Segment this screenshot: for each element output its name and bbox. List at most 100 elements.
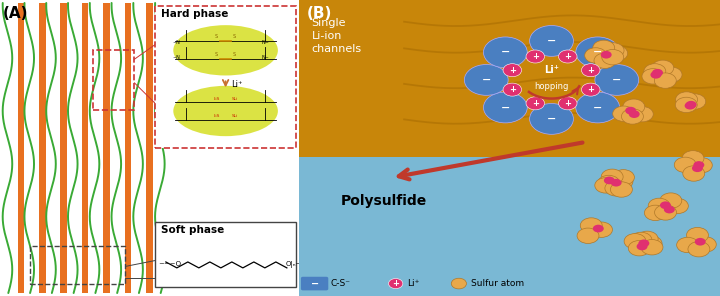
Text: Sulfur atom: Sulfur atom (471, 279, 523, 288)
Text: +: + (564, 99, 571, 108)
Circle shape (640, 236, 662, 251)
Circle shape (660, 67, 682, 82)
Circle shape (693, 161, 704, 169)
Circle shape (503, 83, 521, 96)
Circle shape (690, 157, 712, 173)
Circle shape (526, 97, 544, 110)
Circle shape (624, 234, 646, 249)
Text: +: + (588, 85, 594, 94)
Text: S: S (215, 52, 218, 57)
Text: SLi: SLi (231, 114, 238, 118)
Text: −: − (546, 114, 557, 124)
Circle shape (629, 241, 650, 256)
Circle shape (688, 242, 710, 257)
Circle shape (675, 97, 697, 112)
Circle shape (559, 50, 577, 63)
Text: Li⁺: Li⁺ (408, 279, 420, 288)
Text: ~N: ~N (172, 55, 180, 60)
Text: S: S (233, 34, 236, 39)
Circle shape (613, 170, 634, 185)
Circle shape (650, 71, 662, 79)
Circle shape (576, 37, 620, 68)
Circle shape (625, 107, 636, 115)
Text: +: + (564, 52, 571, 61)
Bar (39, 3, 45, 293)
Text: S: S (215, 34, 218, 39)
Circle shape (602, 49, 624, 65)
Text: −: − (500, 47, 510, 57)
Circle shape (629, 110, 639, 118)
Circle shape (451, 278, 467, 289)
Circle shape (580, 218, 602, 233)
Circle shape (685, 102, 696, 110)
Circle shape (621, 109, 644, 124)
Text: −: − (593, 102, 603, 112)
Circle shape (667, 198, 688, 214)
Circle shape (483, 37, 527, 68)
Circle shape (577, 228, 599, 243)
Text: LiS: LiS (213, 114, 220, 118)
Circle shape (611, 182, 632, 197)
Bar (299, 157, 720, 296)
Text: Li⁺: Li⁺ (232, 80, 243, 89)
Circle shape (611, 179, 621, 186)
Circle shape (593, 40, 615, 56)
Circle shape (654, 205, 677, 220)
Circle shape (631, 107, 653, 122)
Bar (299, 0, 720, 157)
Circle shape (530, 25, 573, 56)
Text: ~~~O: ~~~O (158, 261, 181, 267)
Bar (60, 3, 67, 293)
Circle shape (526, 50, 544, 63)
Text: S: S (233, 52, 236, 57)
Text: LiS: LiS (213, 96, 220, 101)
Text: C-S⁻: C-S⁻ (330, 279, 351, 288)
Circle shape (685, 101, 697, 109)
Text: ~N: ~N (172, 41, 180, 45)
Text: Polysulfide: Polysulfide (341, 194, 427, 208)
Bar (156, 222, 296, 287)
Circle shape (652, 60, 674, 75)
Text: −: − (482, 75, 491, 85)
Circle shape (585, 48, 606, 63)
Circle shape (623, 99, 645, 115)
Circle shape (683, 166, 705, 181)
Bar (17, 3, 24, 293)
Circle shape (613, 106, 634, 121)
Text: −: − (500, 102, 510, 112)
Circle shape (630, 232, 652, 248)
Text: +: + (532, 52, 539, 61)
Circle shape (600, 51, 612, 59)
Circle shape (595, 178, 617, 193)
Circle shape (636, 231, 658, 247)
Bar (82, 3, 89, 293)
Text: (A): (A) (3, 6, 29, 21)
Text: Soft phase: Soft phase (161, 225, 225, 235)
Circle shape (605, 181, 627, 196)
Circle shape (664, 206, 675, 213)
Circle shape (675, 92, 698, 107)
FancyBboxPatch shape (301, 277, 328, 290)
Circle shape (604, 177, 615, 184)
Circle shape (682, 151, 704, 166)
Circle shape (642, 69, 664, 84)
Text: +: + (509, 85, 516, 94)
Circle shape (593, 225, 604, 232)
Circle shape (602, 43, 624, 58)
Circle shape (576, 92, 620, 123)
Circle shape (692, 164, 703, 172)
Circle shape (674, 157, 696, 173)
Circle shape (684, 94, 706, 109)
Circle shape (601, 169, 623, 184)
Text: N~: N~ (262, 41, 270, 45)
Text: O|ₙ~~~: O|ₙ~~~ (285, 261, 313, 268)
Circle shape (654, 73, 676, 88)
Circle shape (695, 238, 706, 246)
Circle shape (582, 83, 600, 96)
Circle shape (660, 193, 682, 208)
Ellipse shape (174, 25, 278, 75)
Circle shape (483, 92, 527, 123)
Circle shape (389, 279, 402, 289)
Text: (B): (B) (307, 6, 333, 21)
Bar (93, 50, 135, 110)
